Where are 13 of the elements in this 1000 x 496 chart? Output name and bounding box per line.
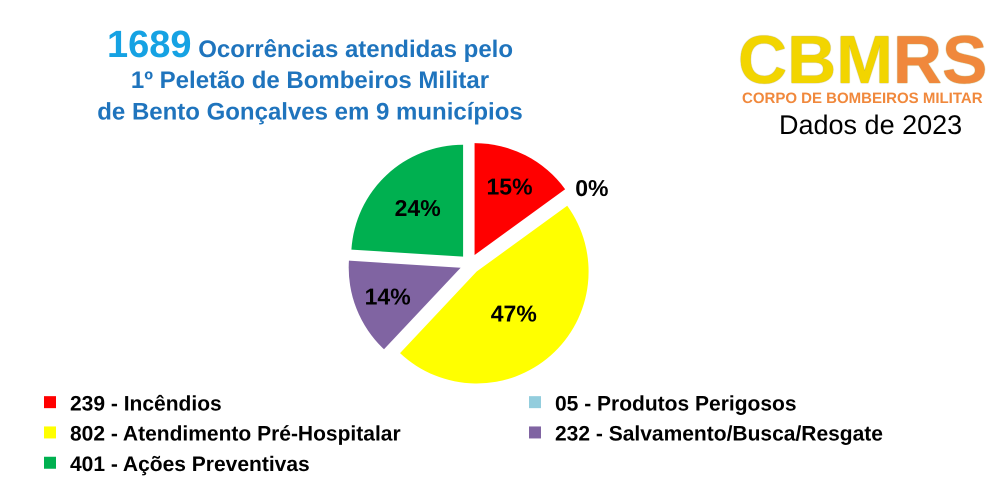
text: 0%	[575, 174, 608, 201]
chart-subtitle: Dados de 2023	[779, 110, 962, 140]
legend-label: 05 - Produtos Perigosos	[555, 392, 797, 416]
data-label: 47%	[490, 300, 537, 327]
legend-label: 239 - Incêndios	[70, 392, 222, 416]
chart-title: 1689 Ocorrências atendidas pelo 1º Peletão de Bombeiros Militar de Bento Gonçalves em 9 municípios	[97, 24, 523, 126]
text: CORPO DE BOMBEIROS MILITAR	[742, 90, 983, 107]
data-label: 15%	[486, 173, 533, 200]
legend-label: 802 - Atendimento Pré-Hospitalar	[70, 422, 401, 446]
data-label: 24%	[394, 195, 441, 222]
legend-label: 401 - Ações Preventivas	[70, 452, 310, 476]
legend-label: 232 - Salvamento/Busca/Resgate	[555, 422, 883, 446]
data-label: 14%	[364, 284, 411, 310]
